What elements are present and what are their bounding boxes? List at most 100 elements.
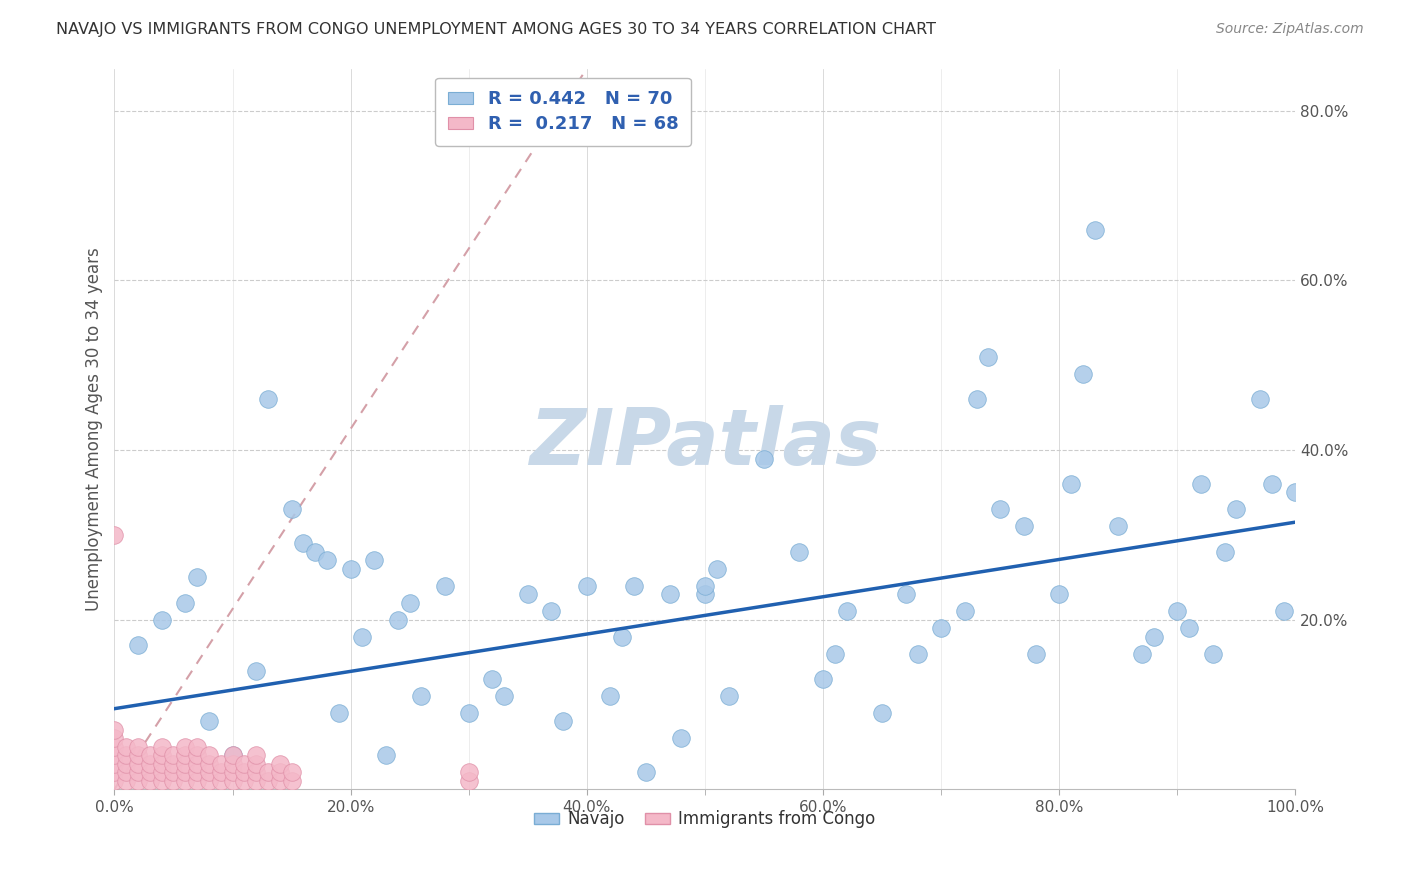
Point: [789, 545, 811, 559]
Point: [103, 731, 125, 746]
Point: [198, 714, 221, 729]
Point: [209, 756, 232, 771]
Point: [977, 350, 1000, 364]
Point: [174, 596, 197, 610]
Point: [988, 502, 1011, 516]
Point: [186, 765, 208, 780]
Point: [1143, 630, 1166, 644]
Point: [150, 765, 173, 780]
Point: [316, 553, 339, 567]
Point: [929, 621, 952, 635]
Point: [1284, 485, 1306, 500]
Point: [375, 748, 398, 763]
Point: [398, 596, 420, 610]
Point: [115, 773, 138, 788]
Point: [339, 562, 361, 576]
Point: [162, 773, 184, 788]
Point: [139, 756, 162, 771]
Point: [245, 773, 267, 788]
Point: [221, 765, 243, 780]
Point: [612, 630, 634, 644]
Point: [304, 545, 326, 559]
Point: [835, 604, 858, 618]
Point: [1261, 477, 1284, 491]
Point: [457, 706, 479, 720]
Point: [186, 570, 208, 584]
Point: [811, 672, 834, 686]
Point: [198, 748, 221, 763]
Point: [198, 765, 221, 780]
Point: [1225, 502, 1247, 516]
Point: [280, 773, 302, 788]
Point: [1272, 604, 1295, 618]
Point: [457, 765, 479, 780]
Point: [292, 536, 315, 550]
Point: [186, 773, 208, 788]
Point: [174, 748, 197, 763]
Point: [1012, 519, 1035, 533]
Point: [103, 765, 125, 780]
Point: [693, 587, 716, 601]
Point: [150, 773, 173, 788]
Point: [174, 765, 197, 780]
Point: [824, 647, 846, 661]
Point: [966, 392, 988, 407]
Point: [245, 765, 267, 780]
Point: [186, 739, 208, 754]
Point: [174, 739, 197, 754]
Point: [553, 714, 575, 729]
Point: [127, 756, 149, 771]
Point: [221, 773, 243, 788]
Point: [269, 773, 291, 788]
Legend: Navajo, Immigrants from Congo: Navajo, Immigrants from Congo: [527, 804, 882, 835]
Point: [1047, 587, 1070, 601]
Point: [1084, 222, 1107, 236]
Point: [1189, 477, 1212, 491]
Text: NAVAJO VS IMMIGRANTS FROM CONGO UNEMPLOYMENT AMONG AGES 30 TO 34 YEARS CORRELATI: NAVAJO VS IMMIGRANTS FROM CONGO UNEMPLOY…: [56, 22, 936, 37]
Point: [162, 756, 184, 771]
Point: [139, 765, 162, 780]
Point: [127, 739, 149, 754]
Point: [328, 706, 350, 720]
Y-axis label: Unemployment Among Ages 30 to 34 years: Unemployment Among Ages 30 to 34 years: [86, 247, 103, 611]
Point: [894, 587, 917, 601]
Point: [221, 756, 243, 771]
Point: [115, 756, 138, 771]
Point: [127, 765, 149, 780]
Point: [387, 613, 409, 627]
Point: [257, 773, 280, 788]
Point: [162, 748, 184, 763]
Point: [233, 773, 256, 788]
Point: [209, 773, 232, 788]
Point: [693, 579, 716, 593]
Point: [907, 647, 929, 661]
Point: [257, 392, 280, 407]
Point: [1178, 621, 1201, 635]
Point: [186, 756, 208, 771]
Point: [103, 739, 125, 754]
Point: [599, 689, 621, 703]
Point: [245, 664, 267, 678]
Point: [658, 587, 681, 601]
Text: ZIPatlas: ZIPatlas: [529, 405, 882, 482]
Point: [115, 765, 138, 780]
Point: [103, 723, 125, 737]
Point: [209, 765, 232, 780]
Point: [162, 765, 184, 780]
Point: [269, 765, 291, 780]
Point: [198, 756, 221, 771]
Point: [1249, 392, 1271, 407]
Point: [150, 739, 173, 754]
Point: [575, 579, 598, 593]
Point: [139, 748, 162, 763]
Point: [352, 630, 374, 644]
Text: Source: ZipAtlas.com: Source: ZipAtlas.com: [1216, 22, 1364, 37]
Point: [127, 773, 149, 788]
Point: [280, 502, 302, 516]
Point: [269, 756, 291, 771]
Point: [752, 451, 775, 466]
Point: [103, 748, 125, 763]
Point: [139, 773, 162, 788]
Point: [717, 689, 740, 703]
Point: [198, 773, 221, 788]
